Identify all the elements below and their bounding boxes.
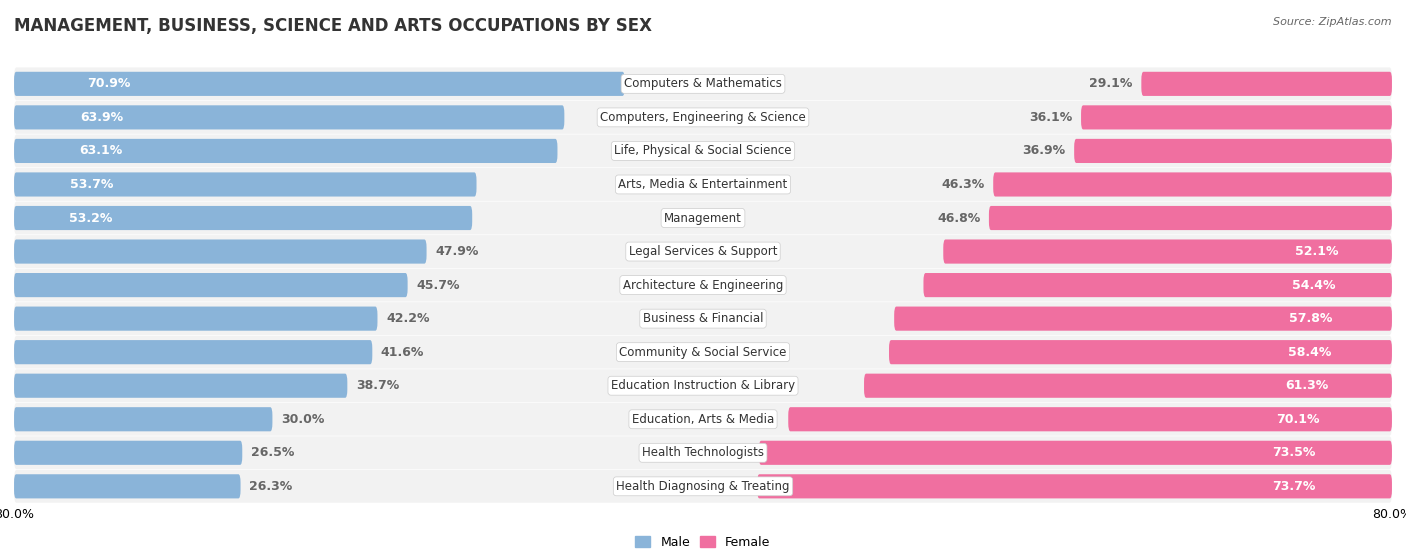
Text: Education, Arts & Media: Education, Arts & Media <box>631 413 775 426</box>
Text: 47.9%: 47.9% <box>436 245 478 258</box>
FancyBboxPatch shape <box>14 105 564 130</box>
Legend: Male, Female: Male, Female <box>630 530 776 553</box>
FancyBboxPatch shape <box>14 72 624 96</box>
FancyBboxPatch shape <box>1142 72 1392 96</box>
FancyBboxPatch shape <box>14 269 1392 301</box>
Text: Computers, Engineering & Science: Computers, Engineering & Science <box>600 111 806 124</box>
FancyBboxPatch shape <box>14 168 1392 201</box>
Text: 29.1%: 29.1% <box>1090 77 1133 91</box>
FancyBboxPatch shape <box>758 474 1392 499</box>
Text: 53.2%: 53.2% <box>69 211 112 225</box>
Text: 46.3%: 46.3% <box>942 178 984 191</box>
FancyBboxPatch shape <box>14 239 426 264</box>
Text: 41.6%: 41.6% <box>381 345 425 359</box>
FancyBboxPatch shape <box>993 172 1392 197</box>
FancyBboxPatch shape <box>14 440 242 465</box>
Text: Architecture & Engineering: Architecture & Engineering <box>623 278 783 292</box>
Text: 53.7%: 53.7% <box>69 178 112 191</box>
Text: Business & Financial: Business & Financial <box>643 312 763 325</box>
Text: 26.5%: 26.5% <box>250 446 294 459</box>
FancyBboxPatch shape <box>14 273 408 297</box>
FancyBboxPatch shape <box>988 206 1392 230</box>
FancyBboxPatch shape <box>14 407 273 432</box>
Text: 73.5%: 73.5% <box>1272 446 1316 459</box>
Text: Arts, Media & Entertainment: Arts, Media & Entertainment <box>619 178 787 191</box>
Text: 36.9%: 36.9% <box>1022 144 1066 158</box>
Text: 46.8%: 46.8% <box>936 211 980 225</box>
Text: 63.1%: 63.1% <box>79 144 122 158</box>
Text: 57.8%: 57.8% <box>1289 312 1333 325</box>
FancyBboxPatch shape <box>14 101 1392 134</box>
Text: Source: ZipAtlas.com: Source: ZipAtlas.com <box>1274 17 1392 27</box>
Text: 38.7%: 38.7% <box>356 379 399 392</box>
Text: 54.4%: 54.4% <box>1292 278 1336 292</box>
FancyBboxPatch shape <box>14 206 472 230</box>
Text: 70.1%: 70.1% <box>1277 413 1319 426</box>
FancyBboxPatch shape <box>14 68 1392 100</box>
FancyBboxPatch shape <box>14 373 347 398</box>
Text: 63.9%: 63.9% <box>80 111 124 124</box>
FancyBboxPatch shape <box>14 403 1392 435</box>
Text: Health Diagnosing & Treating: Health Diagnosing & Treating <box>616 480 790 493</box>
Text: Legal Services & Support: Legal Services & Support <box>628 245 778 258</box>
Text: Health Technologists: Health Technologists <box>643 446 763 459</box>
FancyBboxPatch shape <box>14 336 1392 368</box>
Text: 45.7%: 45.7% <box>416 278 460 292</box>
FancyBboxPatch shape <box>14 369 1392 402</box>
Text: MANAGEMENT, BUSINESS, SCIENCE AND ARTS OCCUPATIONS BY SEX: MANAGEMENT, BUSINESS, SCIENCE AND ARTS O… <box>14 17 652 35</box>
Text: 42.2%: 42.2% <box>387 312 430 325</box>
Text: 61.3%: 61.3% <box>1285 379 1329 392</box>
FancyBboxPatch shape <box>14 340 373 364</box>
FancyBboxPatch shape <box>14 437 1392 469</box>
FancyBboxPatch shape <box>14 135 1392 167</box>
Text: Management: Management <box>664 211 742 225</box>
Text: 30.0%: 30.0% <box>281 413 325 426</box>
Text: 58.4%: 58.4% <box>1288 345 1331 359</box>
Text: Life, Physical & Social Science: Life, Physical & Social Science <box>614 144 792 158</box>
FancyBboxPatch shape <box>14 139 557 163</box>
FancyBboxPatch shape <box>894 306 1392 331</box>
FancyBboxPatch shape <box>14 470 1392 503</box>
Text: 52.1%: 52.1% <box>1295 245 1339 258</box>
FancyBboxPatch shape <box>789 407 1392 432</box>
FancyBboxPatch shape <box>1074 139 1392 163</box>
FancyBboxPatch shape <box>14 474 240 499</box>
FancyBboxPatch shape <box>943 239 1392 264</box>
FancyBboxPatch shape <box>14 306 377 331</box>
FancyBboxPatch shape <box>759 440 1392 465</box>
Text: 26.3%: 26.3% <box>249 480 292 493</box>
Text: Education Instruction & Library: Education Instruction & Library <box>612 379 794 392</box>
FancyBboxPatch shape <box>889 340 1392 364</box>
FancyBboxPatch shape <box>14 302 1392 335</box>
FancyBboxPatch shape <box>1081 105 1392 130</box>
FancyBboxPatch shape <box>14 202 1392 234</box>
FancyBboxPatch shape <box>14 172 477 197</box>
FancyBboxPatch shape <box>14 235 1392 268</box>
FancyBboxPatch shape <box>924 273 1392 297</box>
Text: 73.7%: 73.7% <box>1272 480 1316 493</box>
Text: Computers & Mathematics: Computers & Mathematics <box>624 77 782 91</box>
Text: 36.1%: 36.1% <box>1029 111 1073 124</box>
FancyBboxPatch shape <box>865 373 1392 398</box>
Text: Community & Social Service: Community & Social Service <box>619 345 787 359</box>
Text: 70.9%: 70.9% <box>87 77 131 91</box>
